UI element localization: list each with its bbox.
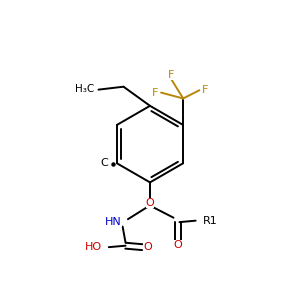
- Text: O: O: [143, 242, 152, 252]
- Text: F: F: [202, 85, 209, 95]
- Text: O: O: [174, 240, 182, 250]
- Text: R1: R1: [203, 216, 218, 226]
- Text: O: O: [146, 198, 154, 208]
- Text: F: F: [152, 88, 159, 98]
- Text: F: F: [168, 70, 175, 80]
- Text: H₃C: H₃C: [75, 84, 94, 94]
- Text: C: C: [101, 158, 109, 168]
- Text: HO: HO: [85, 242, 102, 252]
- Text: HN: HN: [105, 217, 122, 226]
